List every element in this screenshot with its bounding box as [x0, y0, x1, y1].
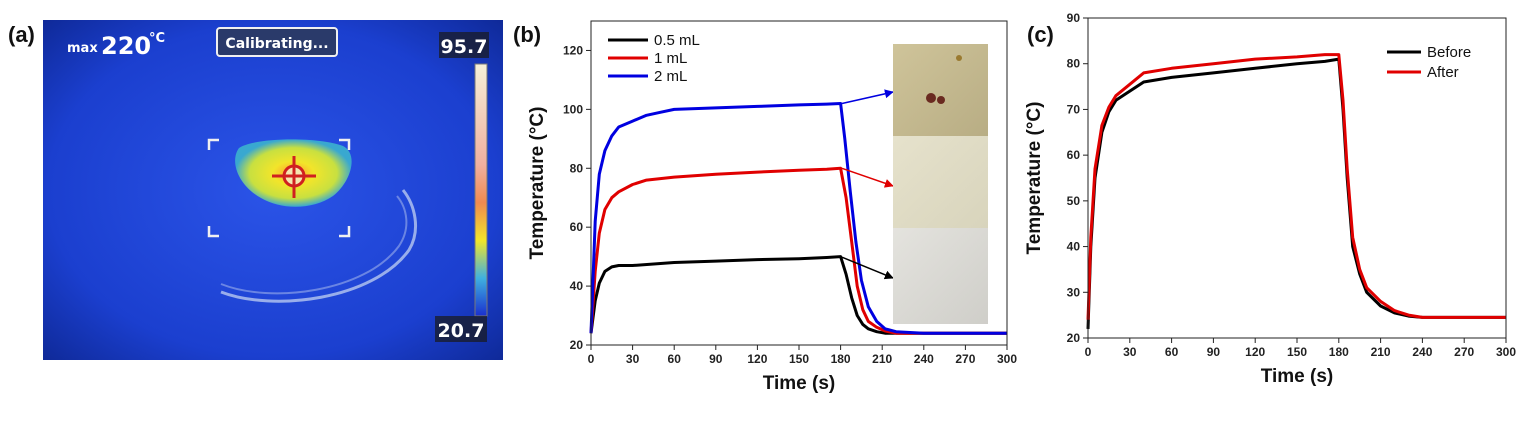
inset-arrow	[841, 167, 894, 188]
legend-label: 0.5 mL	[654, 32, 700, 49]
series-line-2-ml	[589, 102, 1007, 335]
y-tick-label: 70	[1067, 102, 1081, 116]
x-tick-label: 60	[1165, 345, 1179, 359]
plot-area: 0 30 60 90 120 150 180 210 240 270 300 20 40 60 80 100 1…	[527, 20, 1017, 394]
scale-bottom-box	[435, 316, 487, 342]
fabric-inset	[893, 44, 988, 324]
status-badge-frame	[216, 27, 338, 57]
y-tick-label: 20	[1067, 331, 1081, 345]
x-tick-label: 270	[1454, 345, 1474, 359]
scale-top-box	[439, 32, 489, 58]
legend: 0.5 mL1 mL2 mL	[608, 32, 700, 85]
status-badge: Calibrating...	[225, 36, 328, 52]
x-tick-label: 300	[997, 352, 1017, 366]
burn-mark	[937, 96, 945, 104]
x-tick-label: 30	[626, 352, 640, 366]
y-axis-title: Temperature (°C)	[1024, 102, 1045, 255]
x-tick-label: 90	[1207, 345, 1221, 359]
focus-bracket	[207, 138, 351, 238]
x-tick-label: 240	[1412, 345, 1432, 359]
scale-top-value: 95.7	[441, 36, 488, 58]
y-tick-label: 20	[570, 338, 584, 352]
x-tick-label: 90	[709, 352, 723, 366]
object-outline-inner	[220, 195, 408, 295]
legend-label: 1 mL	[654, 50, 687, 67]
crosshair-icon	[272, 156, 316, 198]
x-tick-label: 300	[1496, 345, 1516, 359]
y-tick-label: 40	[570, 279, 584, 293]
y-tick-label: 90	[1067, 11, 1081, 25]
plot-area: 0 30 60 90 120 150 180 210 240 270 300 20 30 40 50 60 70…	[1024, 11, 1516, 387]
inset-arrow	[841, 89, 894, 105]
legend: Before After	[1387, 44, 1471, 81]
y-tick-label: 60	[570, 220, 584, 234]
series-line-before	[1086, 57, 1506, 329]
x-axis-title: Time (s)	[1261, 366, 1334, 387]
panel-label-c: (c)	[1027, 22, 1054, 47]
series-line-1-ml	[589, 166, 1007, 335]
x-tick-label: 270	[955, 352, 975, 366]
x-tick-label: 150	[1287, 345, 1307, 359]
x-tick-label: 180	[831, 352, 851, 366]
legend-label: Before	[1427, 44, 1471, 61]
fabric-sample-1ml	[893, 136, 988, 228]
fabric-sample-0-5ml	[893, 228, 988, 324]
inset-arrow	[841, 256, 894, 280]
y-tick-label: 120	[563, 43, 583, 57]
x-tick-label: 180	[1329, 345, 1349, 359]
legend-label: After	[1427, 64, 1459, 81]
x-tick-label: 60	[668, 352, 682, 366]
y-tick-label: 100	[563, 102, 583, 116]
x-tick-label: 240	[914, 352, 934, 366]
scale-bottom-value: 20.7	[438, 320, 485, 342]
burn-mark	[956, 55, 962, 61]
legend-label: 2 mL	[654, 68, 687, 85]
y-tick-label: 60	[1067, 148, 1081, 162]
x-tick-label: 210	[1371, 345, 1391, 359]
x-tick-label: 0	[588, 352, 595, 366]
series-line-0-5-ml	[589, 255, 1007, 335]
panel-label-a: (a)	[8, 22, 35, 47]
panel-label-b: (b)	[513, 22, 542, 47]
max-unit: °C	[149, 31, 165, 46]
max-value: 220	[101, 32, 151, 60]
x-tick-label: 210	[872, 352, 892, 366]
y-axis-title: Temperature (°C)	[527, 107, 548, 260]
x-tick-label: 120	[1245, 345, 1265, 359]
object-outline	[220, 189, 417, 303]
series-line-after	[1086, 53, 1506, 320]
y-tick-label: 30	[1067, 285, 1081, 299]
x-tick-label: 150	[789, 352, 809, 366]
x-tick-label: 30	[1123, 345, 1137, 359]
burn-mark	[926, 93, 936, 103]
y-tick-label: 80	[1067, 57, 1081, 71]
x-tick-label: 0	[1085, 345, 1092, 359]
y-tick-label: 80	[570, 161, 584, 175]
fabric-sample-2ml	[893, 44, 988, 136]
y-tick-label: 50	[1067, 194, 1081, 208]
x-axis-title: Time (s)	[763, 373, 836, 394]
x-tick-label: 120	[747, 352, 767, 366]
y-tick-label: 40	[1067, 240, 1081, 254]
max-label: max	[67, 41, 98, 56]
thermal-image: max 220 °C Calibrating... 95.7 20.7	[43, 20, 503, 360]
